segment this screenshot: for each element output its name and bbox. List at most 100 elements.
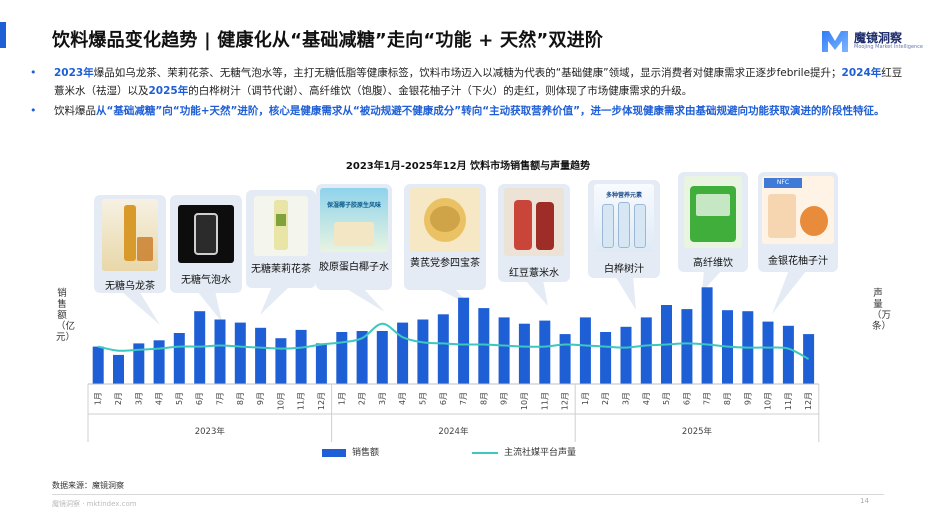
sales-bar (92, 346, 104, 384)
sales-bar (173, 333, 185, 384)
sales-bar (376, 331, 388, 384)
sales-bar (315, 343, 327, 384)
sales-bar (275, 338, 287, 384)
logo-mark-icon (822, 31, 848, 52)
x-tick-label: 6月 (195, 392, 204, 405)
x-tick-label: 5月 (175, 392, 184, 405)
sales-bar (681, 309, 693, 384)
sales-bar (133, 343, 145, 384)
sales-bar (620, 326, 632, 384)
x-tick-label: 12月 (561, 392, 570, 410)
x-tick-label: 9月 (743, 392, 752, 405)
legend-item-sales: 销售额 (322, 445, 379, 458)
x-tick-label: 11月 (784, 392, 793, 410)
sales-bar (153, 340, 165, 384)
product-image-text: 保湿椰子胶原生风味 (326, 202, 381, 209)
sales-bar (701, 287, 713, 384)
product-label: 白桦树汁 (604, 264, 644, 275)
sales-bar (295, 329, 307, 384)
sales-bar (255, 327, 267, 384)
product-image: 保湿椰子胶原生风味 (320, 188, 388, 252)
logo-subtitle: Moojing Market Intelligence (854, 44, 924, 50)
x-tick-label: 6月 (439, 392, 448, 405)
sales-bar (518, 323, 530, 384)
bullet-2-highlight: 从“基础减糖”向“功能+天然”进阶，核心是健康需求从“被动规避不健康成分”转向“… (96, 105, 885, 117)
sales-bar (214, 319, 226, 384)
x-tick-label: 11月 (540, 392, 549, 410)
x-tick-label: 10月 (520, 392, 529, 410)
sales-bar (762, 321, 774, 384)
product-image-text: 多种营养元素 (605, 192, 642, 199)
x-tick-label: 2月 (358, 392, 367, 405)
callout-pointer (197, 291, 222, 322)
product-card-jasmine-tea: 无糖茉莉花茶 (246, 190, 316, 288)
sales-bar (640, 317, 652, 384)
callout-pointer (772, 270, 807, 314)
bullet-1-text-c: 的白桦树汁（调节代谢）、高纤维饮（饱腹）、金银花柚子汁（下火）的走红，则体现了市… (188, 85, 693, 97)
product-image (254, 196, 308, 256)
product-card-honeysuckle-juice: NFC 金银花柚子汁 (758, 172, 838, 272)
sales-bar (579, 317, 591, 384)
sales-bar (113, 354, 124, 384)
page-number: 14 (860, 497, 869, 505)
x-tick-label: 9月 (256, 392, 265, 405)
x-tick-label: 2月 (601, 392, 610, 405)
year-group-label: 2025年 (682, 426, 713, 437)
product-image (684, 176, 742, 248)
x-tick-label: 8月 (236, 392, 245, 405)
sales-bar (356, 331, 368, 384)
callout-pointer (260, 286, 290, 315)
product-label: 胶原蛋白椰子水 (319, 262, 389, 273)
logo-text: 魔镜洞察 (854, 31, 903, 45)
sales-bar (458, 297, 470, 384)
footer-divider (52, 494, 884, 495)
product-label: 黄芪党参四宝茶 (410, 258, 480, 269)
x-tick-label: 7月 (459, 392, 468, 405)
year-group-label: 2024年 (438, 426, 469, 437)
x-tick-label: 4月 (642, 392, 651, 405)
series-line-voice (97, 322, 810, 360)
product-image (178, 205, 234, 263)
x-tick-label: 1月 (94, 392, 103, 405)
x-tick-label: 4月 (398, 392, 407, 405)
x-tick-label: 6月 (682, 392, 691, 405)
legend-label-sales: 销售额 (352, 448, 380, 458)
callout-pointer (702, 270, 722, 292)
sales-bar (539, 320, 551, 384)
x-tick-label: 12月 (804, 392, 813, 410)
x-tick-label: 7月 (216, 392, 225, 405)
callout-pointer (121, 291, 160, 325)
chart-title: 2023年1月-2025年12月 饮料市场销售额与声量趋势 (345, 161, 591, 172)
product-label: 红豆薏米水 (509, 268, 559, 279)
year-2025: 2025年 (148, 85, 189, 97)
product-card-oolong: 无糖乌龙茶 (94, 195, 166, 293)
x-tick-label: 1月 (581, 392, 590, 405)
y-axis-right-label: 声量（万条） (872, 288, 892, 332)
product-card-redbean-water: 红豆薏米水 (498, 184, 570, 282)
x-tick-label: 10月 (276, 392, 285, 410)
year-2024: 2024年 (841, 67, 882, 79)
product-label: 无糖茉莉花茶 (251, 264, 311, 275)
data-source: 数据来源：魔镜洞察 (52, 481, 124, 490)
sales-bar (417, 319, 429, 384)
page-title: 饮料爆品变化趋势 | 健康化从“基础减糖”走向“功能 + 天然”双进阶 (52, 30, 604, 51)
sales-bar (559, 334, 571, 384)
product-card-high-fiber: 高纤维饮 (678, 172, 748, 272)
product-label: 无糖乌龙茶 (105, 281, 155, 292)
x-tick-label: 1月 (337, 392, 346, 405)
legend-swatch-line (472, 451, 498, 454)
product-card-coconut-water: 保湿椰子胶原生风味 胶原蛋白椰子水 (316, 184, 392, 290)
x-tick-label: 5月 (418, 392, 427, 405)
bullet-2-text-a: 饮料爆品 (54, 105, 96, 117)
x-tick-label: 8月 (723, 392, 732, 405)
bullet-2: • 饮料爆品从“基础减糖”向“功能+天然”进阶，核心是健康需求从“被动规避不健康… (30, 102, 908, 120)
product-image: 多种营养元素 (594, 184, 654, 252)
legend-item-voice: 主流社媒平台声量 (472, 445, 576, 458)
bullet-1: • 2023年爆品如乌龙茶、茉莉花茶、无糖气泡水等，主打无糖低脂等健康标签，饮料… (30, 64, 908, 100)
x-tick-label: 9月 (500, 392, 509, 405)
x-tick-label: 7月 (703, 392, 712, 405)
callout-pointer (345, 288, 385, 312)
x-tick-label: 12月 (317, 392, 326, 410)
year-group-label: 2023年 (195, 426, 226, 437)
